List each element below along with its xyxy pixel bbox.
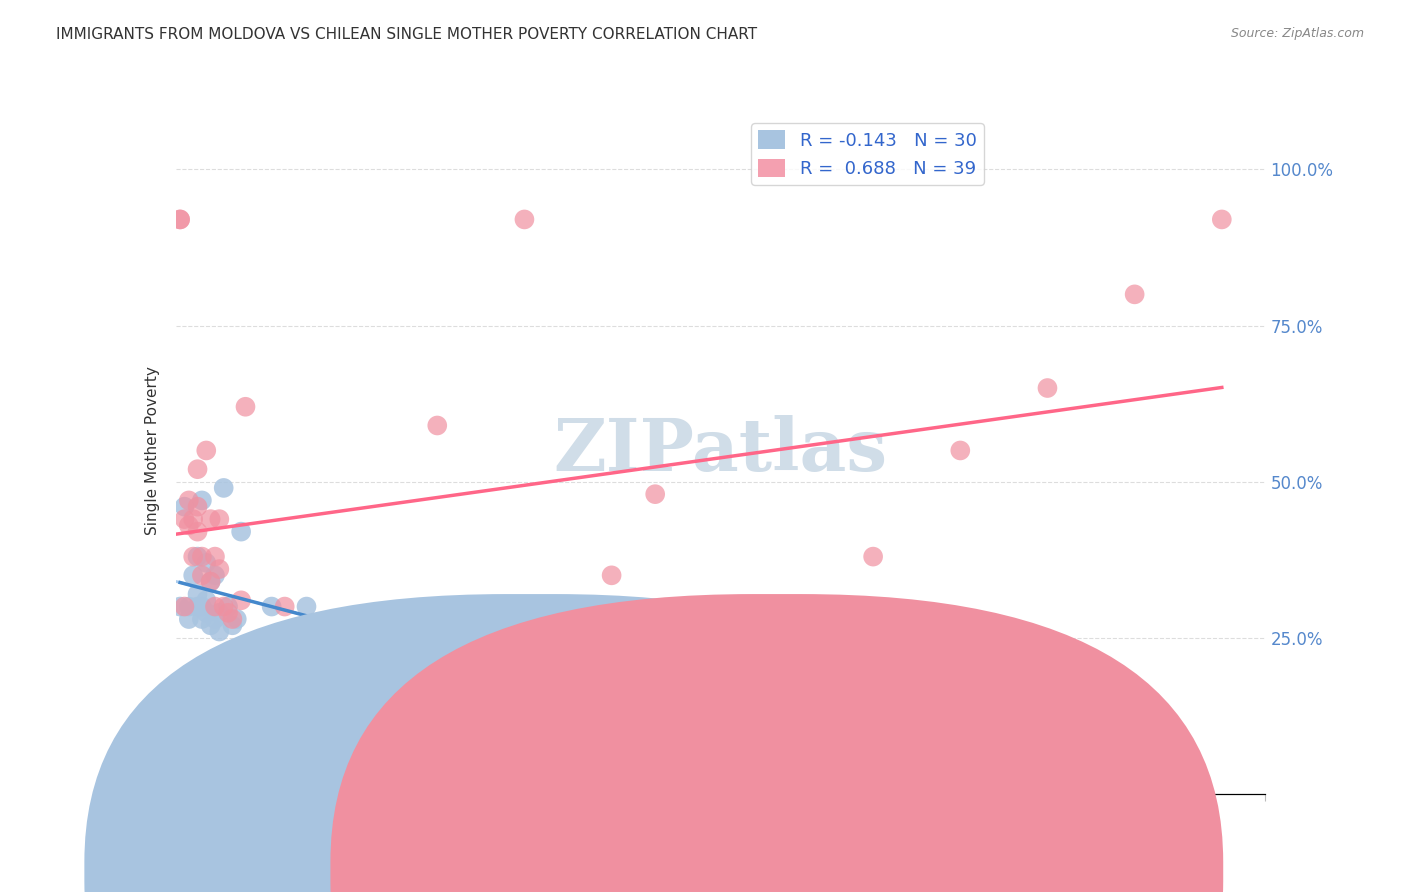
Point [181,549,204,564]
Point [1211,212,1233,227]
Point [186,524,209,539]
Point [200,574,222,589]
Point [731,599,754,614]
Point [195,443,218,458]
Text: IMMIGRANTS FROM MOLDOVA VS CHILEAN SINGLE MOTHER POVERTY CORRELATION CHART: IMMIGRANTS FROM MOLDOVA VS CHILEAN SINGL… [56,27,758,42]
Point [186,587,209,601]
Point [204,568,226,582]
Point [200,618,222,632]
Legend: R = -0.143   N = 30, R =  0.688   N = 39: R = -0.143 N = 30, R = 0.688 N = 39 [751,123,984,186]
Point [1036,381,1059,395]
Point [177,599,200,614]
Point [195,556,218,570]
Point [173,500,195,514]
Point [204,612,226,626]
Point [204,549,226,564]
Point [212,481,235,495]
Point [177,518,200,533]
Point [208,562,231,576]
Point [169,599,191,614]
Point [221,618,243,632]
Point [217,606,239,620]
Point [644,487,666,501]
Point [204,599,226,614]
Point [181,512,204,526]
Point [186,599,209,614]
Point [212,599,235,614]
Point [818,599,841,614]
Point [339,618,361,632]
Point [208,512,231,526]
Point [195,593,218,607]
Point [862,549,884,564]
Point [186,549,209,564]
Point [173,599,195,614]
Point [186,462,209,476]
Point [225,612,247,626]
Point [200,512,222,526]
Point [426,649,449,664]
Point [191,568,214,582]
Text: Immigrants from Moldova: Immigrants from Moldova [583,863,797,881]
Point [177,612,200,626]
Point [231,524,253,539]
Point [191,493,214,508]
Point [217,599,239,614]
Point [208,624,231,639]
Point [169,212,191,227]
Point [557,668,579,682]
Point [191,612,214,626]
Point [181,568,204,582]
Point [186,500,209,514]
Point [191,549,214,564]
Point [169,212,191,227]
Point [513,212,536,227]
Point [200,574,222,589]
Point [1123,287,1146,301]
Text: Chileans: Chileans [818,863,889,881]
Point [191,599,214,614]
Point [177,493,200,508]
Point [252,649,274,664]
Text: ZIPatlas: ZIPatlas [554,415,887,486]
Point [173,512,195,526]
Point [949,443,972,458]
Point [235,400,257,414]
Point [426,418,449,433]
Point [274,599,297,614]
Point [600,568,623,582]
Point [252,668,274,682]
Y-axis label: Single Mother Poverty: Single Mother Poverty [145,366,160,535]
Text: 0.0%: 0.0% [176,835,218,853]
Point [221,612,243,626]
Point [231,593,253,607]
Point [260,599,283,614]
Text: Source: ZipAtlas.com: Source: ZipAtlas.com [1230,27,1364,40]
Point [295,599,318,614]
Point [208,606,231,620]
Point [195,606,218,620]
